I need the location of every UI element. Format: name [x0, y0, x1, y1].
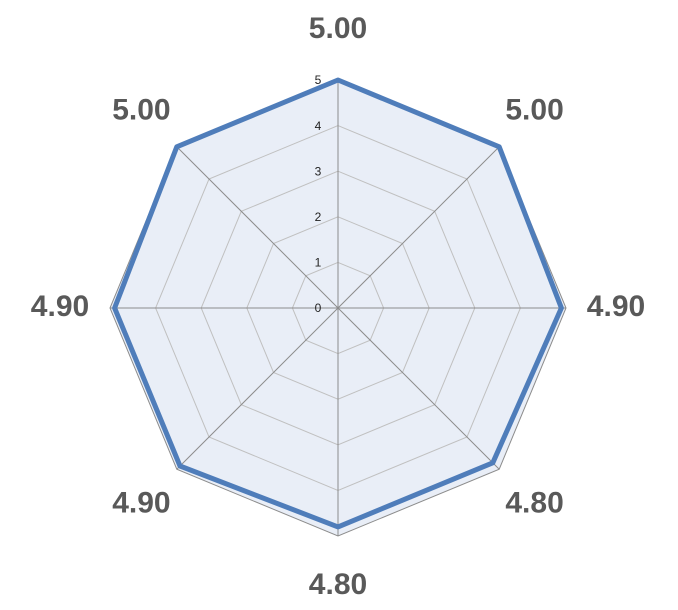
value-label: 5.00: [112, 93, 170, 126]
value-label: 4.80: [309, 568, 367, 601]
value-label: 4.90: [587, 290, 645, 323]
tick-label: 5: [315, 73, 322, 87]
spoke: [176, 307, 339, 470]
value-label: 5.00: [505, 93, 563, 126]
tick-label: 3: [315, 164, 322, 178]
tick-label: 4: [315, 119, 322, 133]
spoke: [176, 146, 339, 309]
value-label: 5.00: [309, 12, 367, 45]
tick-label: 2: [315, 210, 322, 224]
value-label: 4.90: [112, 486, 170, 519]
spoke: [337, 307, 500, 470]
tick-label: 1: [315, 256, 322, 270]
series-line: [112, 77, 564, 530]
tick-label: 0: [315, 301, 322, 315]
value-label: 4.80: [505, 486, 563, 519]
value-label: 4.90: [31, 290, 89, 323]
spoke: [337, 146, 500, 309]
